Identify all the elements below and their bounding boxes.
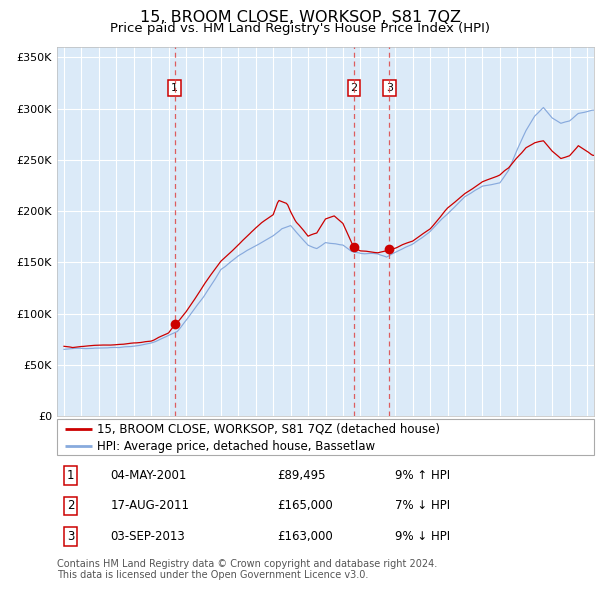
Text: 1: 1 bbox=[67, 468, 74, 481]
Text: This data is licensed under the Open Government Licence v3.0.: This data is licensed under the Open Gov… bbox=[57, 570, 368, 580]
FancyBboxPatch shape bbox=[57, 419, 594, 455]
Text: Price paid vs. HM Land Registry's House Price Index (HPI): Price paid vs. HM Land Registry's House … bbox=[110, 22, 490, 35]
Text: 9% ↓ HPI: 9% ↓ HPI bbox=[395, 530, 451, 543]
Text: 3: 3 bbox=[386, 83, 393, 93]
Text: Contains HM Land Registry data © Crown copyright and database right 2024.: Contains HM Land Registry data © Crown c… bbox=[57, 559, 437, 569]
Text: 17-AUG-2011: 17-AUG-2011 bbox=[111, 500, 190, 513]
Text: 9% ↑ HPI: 9% ↑ HPI bbox=[395, 468, 451, 481]
Text: 15, BROOM CLOSE, WORKSOP, S81 7QZ (detached house): 15, BROOM CLOSE, WORKSOP, S81 7QZ (detac… bbox=[97, 422, 440, 435]
Text: 1: 1 bbox=[171, 83, 178, 93]
Text: £163,000: £163,000 bbox=[277, 530, 333, 543]
Text: 2: 2 bbox=[350, 83, 358, 93]
Text: £165,000: £165,000 bbox=[277, 500, 333, 513]
Text: 04-MAY-2001: 04-MAY-2001 bbox=[111, 468, 187, 481]
Text: HPI: Average price, detached house, Bassetlaw: HPI: Average price, detached house, Bass… bbox=[97, 440, 376, 453]
Text: 2: 2 bbox=[67, 500, 74, 513]
Text: £89,495: £89,495 bbox=[277, 468, 326, 481]
Text: 03-SEP-2013: 03-SEP-2013 bbox=[111, 530, 185, 543]
Text: 7% ↓ HPI: 7% ↓ HPI bbox=[395, 500, 451, 513]
Text: 3: 3 bbox=[67, 530, 74, 543]
Text: 15, BROOM CLOSE, WORKSOP, S81 7QZ: 15, BROOM CLOSE, WORKSOP, S81 7QZ bbox=[139, 10, 461, 25]
